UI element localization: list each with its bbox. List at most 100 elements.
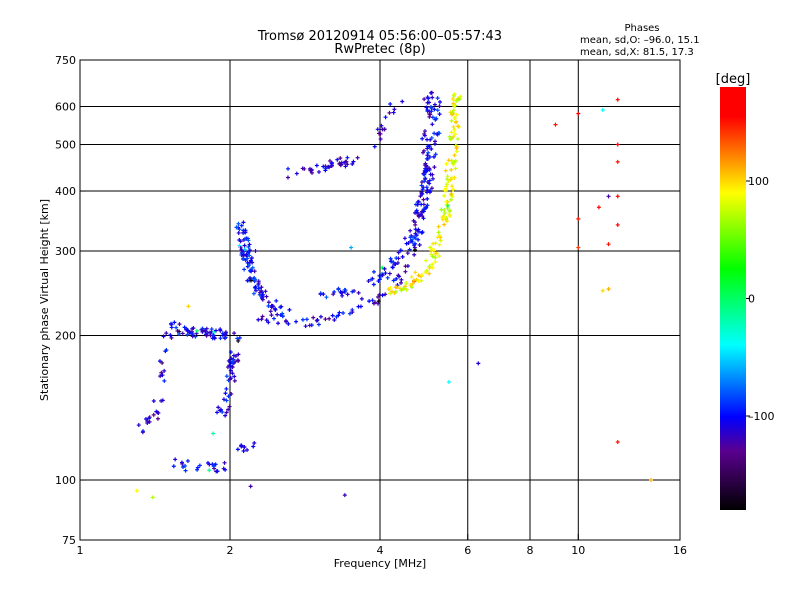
echo-point — [242, 243, 247, 248]
echo-point — [266, 320, 271, 325]
echo-point — [246, 250, 251, 255]
echo-point — [387, 271, 392, 276]
echo-point — [236, 359, 241, 364]
echo-point — [211, 431, 216, 436]
echo-point — [349, 245, 354, 250]
echo-point — [175, 329, 180, 334]
echo-point — [444, 161, 449, 166]
echo-point — [406, 240, 411, 245]
echo-point — [171, 464, 176, 469]
echo-point — [419, 273, 424, 278]
echo-point — [430, 172, 435, 177]
echo-point — [417, 242, 422, 247]
echo-point — [420, 136, 425, 141]
echo-point — [294, 171, 299, 176]
echo-point — [355, 155, 360, 160]
echo-point — [596, 205, 601, 210]
echo-point — [437, 242, 442, 247]
echo-point — [458, 94, 463, 99]
colorbar-tick-label: 0 — [748, 293, 755, 306]
echo-point — [229, 356, 234, 361]
echo-point — [335, 157, 340, 162]
echo-point — [315, 317, 320, 322]
echo-point — [419, 230, 424, 235]
echo-point — [405, 251, 410, 256]
echo-point — [141, 429, 146, 434]
echo-point — [232, 378, 237, 383]
x-tick-label: 8 — [527, 544, 534, 557]
echo-point — [453, 158, 458, 163]
echo-point — [424, 169, 429, 174]
echo-point — [420, 150, 425, 155]
echo-point — [276, 321, 281, 326]
echo-point — [394, 285, 399, 290]
echo-point — [416, 227, 421, 232]
echo-point — [404, 281, 409, 286]
echo-point — [155, 416, 160, 421]
echo-point — [425, 146, 430, 151]
echo-point — [286, 166, 291, 171]
echo-point — [253, 277, 258, 282]
echo-point — [245, 448, 250, 453]
echo-point — [450, 110, 455, 115]
echo-point — [385, 275, 390, 280]
echo-point — [453, 120, 458, 125]
echo-point — [259, 317, 264, 322]
echo-point — [448, 137, 453, 142]
echo-point — [443, 168, 448, 173]
echo-point — [329, 163, 334, 168]
echo-point — [284, 319, 289, 324]
echo-point — [151, 412, 156, 417]
echo-point — [231, 357, 236, 362]
echo-point — [248, 484, 253, 489]
echo-point — [429, 109, 434, 114]
echo-point — [433, 255, 438, 260]
echo-point — [444, 199, 449, 204]
echo-point — [370, 298, 375, 303]
echo-point — [442, 222, 447, 227]
echo-point — [373, 300, 378, 305]
echo-point — [161, 334, 166, 339]
echo-point — [448, 213, 453, 218]
echo-point — [433, 117, 438, 122]
echo-point — [150, 495, 155, 500]
echo-point — [218, 327, 223, 332]
echo-point — [350, 310, 355, 315]
echo-point — [403, 284, 408, 289]
echo-point — [260, 314, 265, 319]
echo-point — [351, 159, 356, 164]
y-axis-label: Stationary phase Virtual Height [km] — [38, 199, 51, 401]
echo-point — [224, 410, 229, 415]
echo-point — [426, 150, 431, 155]
echo-point — [615, 142, 620, 147]
echo-point — [241, 252, 246, 257]
echo-point — [186, 304, 191, 309]
echo-point — [218, 408, 223, 413]
echo-point — [398, 248, 403, 253]
echo-point — [411, 218, 416, 223]
echo-point — [194, 328, 199, 333]
echo-point — [442, 193, 447, 198]
echo-point — [177, 322, 182, 327]
echo-point — [418, 194, 423, 199]
echo-point — [224, 398, 229, 403]
y-tick-label: 200 — [55, 330, 76, 343]
echo-point — [437, 104, 442, 109]
echo-point — [390, 265, 395, 270]
echo-point — [445, 174, 450, 179]
echo-point — [332, 318, 337, 323]
echo-point — [409, 274, 414, 279]
echo-point — [388, 285, 393, 290]
echo-point — [421, 216, 426, 221]
echo-point — [197, 463, 202, 468]
echo-point — [427, 271, 432, 276]
echo-point — [454, 112, 459, 117]
echo-point — [271, 316, 276, 321]
echo-point — [278, 305, 283, 310]
echo-point — [415, 202, 420, 207]
echo-point — [228, 364, 233, 369]
echo-point — [261, 292, 266, 297]
echo-point — [294, 319, 299, 324]
echo-point — [413, 241, 418, 246]
